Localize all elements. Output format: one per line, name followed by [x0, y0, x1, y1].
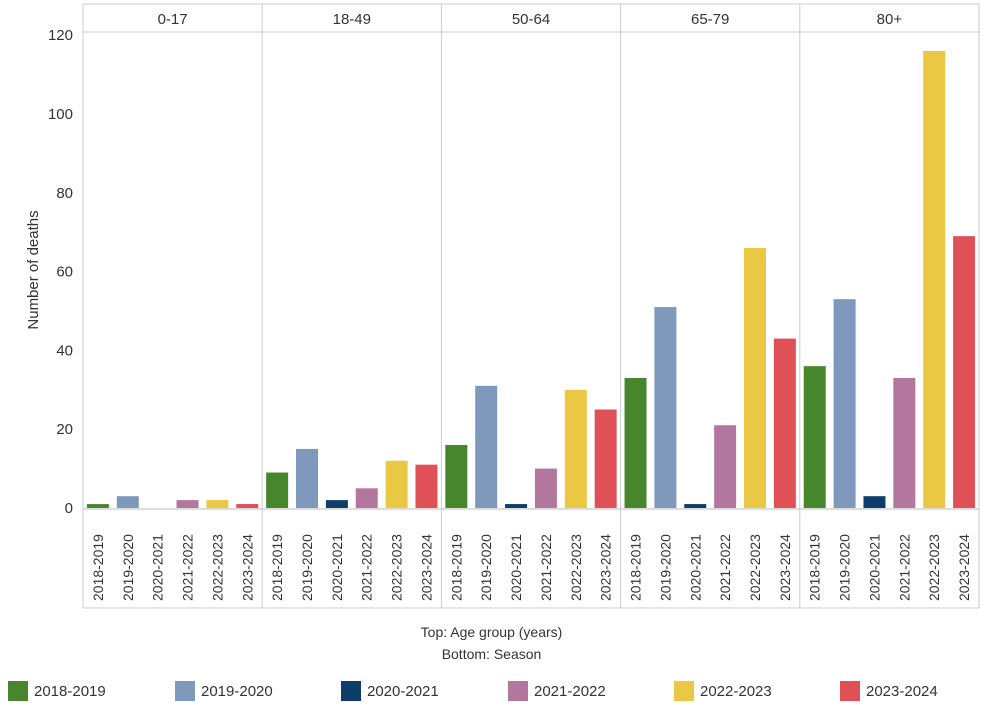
- x-tick-label: 2023-2024: [956, 534, 972, 601]
- bar-18-49-2020-2021: [325, 500, 348, 508]
- x-tick-label: 2018-2019: [807, 534, 823, 601]
- y-axis: 0 20 40 60 80 100 120: [48, 27, 73, 517]
- x-tick-label: 2023-2024: [239, 534, 255, 601]
- y-tick-label: 100: [48, 106, 73, 123]
- panel-header-4: 80+: [877, 11, 903, 28]
- legend-label: 2023-2024: [866, 682, 938, 700]
- panel-header-3: 65-79: [691, 11, 729, 28]
- bar-18-49-2019-2020: [296, 448, 318, 508]
- bar-80+-2019-2020: [833, 299, 856, 508]
- x-tick-label: 2021-2022: [896, 534, 912, 601]
- bar-80+-2021-2022: [893, 377, 916, 508]
- x-tick-label: 2019-2020: [837, 534, 853, 601]
- legend-item: 2020-2021: [341, 680, 439, 702]
- bar-65-79-2020-2021: [684, 504, 707, 508]
- x-tick-label: 2020-2021: [508, 534, 524, 601]
- x-tick-label: 2018-2019: [269, 534, 285, 601]
- x-tick-label: 2020-2021: [329, 534, 345, 601]
- bar-50-64-2021-2022: [534, 468, 557, 508]
- x-tick-labels: 2018-2019 2019-2020 2020-2021 2021-2022 2022…: [90, 534, 972, 601]
- bar-0-17-2018-2019: [86, 504, 109, 508]
- bar-80+-2022-2023: [923, 50, 946, 509]
- x-tick-label: 2021-2022: [538, 534, 554, 601]
- bar-18-49-2022-2023: [385, 460, 408, 508]
- panel-header-2: 50-64: [512, 11, 550, 28]
- x-tick-label: 2020-2021: [687, 534, 703, 601]
- bar-65-79-2019-2020: [654, 307, 677, 508]
- legend-swatch: [674, 681, 694, 701]
- x-tick-label: 2021-2022: [717, 534, 733, 601]
- x-tick-label: 2022-2023: [747, 534, 763, 601]
- x-tick-label: 2019-2020: [299, 534, 315, 601]
- x-tick-label: 2022-2023: [568, 534, 584, 601]
- bar-65-79-2018-2019: [624, 377, 647, 508]
- x-tick-label: 2023-2024: [418, 534, 434, 601]
- panel-frame: [82, 3, 980, 609]
- x-axis-label-top: Top: Age group (years): [420, 624, 563, 640]
- bar-80+-2020-2021: [863, 496, 886, 508]
- bar-50-64-2019-2020: [475, 385, 498, 508]
- x-tick-label: 2018-2019: [448, 534, 464, 601]
- legend-label: 2018-2019: [34, 682, 106, 700]
- y-axis-label: Number of deaths: [25, 210, 42, 329]
- bar-18-49-2021-2022: [355, 488, 378, 508]
- legend-item: 2021-2022: [508, 680, 606, 702]
- x-tick-label: 2023-2024: [777, 534, 793, 601]
- legend-swatch: [840, 681, 860, 701]
- legend-item: 2023-2024: [840, 680, 938, 702]
- y-tick-label: 0: [65, 500, 73, 517]
- x-tick-label: 2020-2021: [150, 534, 166, 601]
- bar-0-17-2022-2023: [206, 500, 229, 508]
- bar-65-79-2022-2023: [744, 247, 766, 508]
- bar-65-79-2021-2022: [714, 425, 737, 508]
- legend-item: 2018-2019: [8, 680, 106, 702]
- bar-50-64-2020-2021: [505, 504, 528, 508]
- legend-label: 2020-2021: [367, 682, 439, 700]
- legend-label: 2019-2020: [201, 682, 273, 700]
- x-tick-label: 2019-2020: [657, 534, 673, 601]
- legend-swatch: [341, 681, 361, 701]
- bar-80+-2023-2024: [953, 236, 976, 508]
- bar-0-17-2023-2024: [236, 504, 259, 508]
- legend: 2018-2019 2019-2020 2020-2021 2021-2022 2022…: [8, 680, 978, 702]
- legend-swatch: [175, 681, 195, 701]
- bars: [86, 50, 976, 509]
- x-tick-label: 2020-2021: [866, 534, 882, 601]
- panel-header-0: 0-17: [158, 11, 188, 28]
- x-tick-label: 2021-2022: [180, 534, 196, 601]
- x-tick-label: 2018-2019: [628, 534, 644, 601]
- panel-header-1: 18-49: [333, 11, 371, 28]
- y-tick-label: 40: [56, 342, 73, 359]
- bar-50-64-2022-2023: [564, 389, 587, 508]
- x-axis-label-bottom: Bottom: Season: [441, 646, 542, 662]
- x-tick-label: 2022-2023: [389, 534, 405, 601]
- x-tick-label: 2018-2019: [90, 534, 106, 601]
- bar-18-49-2018-2019: [266, 472, 289, 508]
- bar-50-64-2018-2019: [445, 444, 468, 508]
- bar-50-64-2023-2024: [594, 409, 617, 508]
- bar-18-49-2023-2024: [415, 464, 438, 508]
- bar-0-17-2021-2022: [176, 500, 199, 508]
- bar-65-79-2023-2024: [773, 338, 796, 508]
- x-tick-label: 2019-2020: [120, 534, 136, 601]
- x-tick-label: 2022-2023: [926, 534, 942, 601]
- legend-swatch: [508, 681, 528, 701]
- y-tick-label: 80: [56, 185, 73, 202]
- bar-80+-2018-2019: [803, 366, 826, 508]
- legend-item: 2019-2020: [175, 680, 273, 702]
- bar-0-17-2019-2020: [116, 496, 139, 508]
- x-tick-label: 2023-2024: [598, 534, 614, 601]
- x-tick-label: 2021-2022: [359, 534, 375, 601]
- y-tick-label: 60: [56, 264, 73, 281]
- panel-headers: 0-17 18-49 50-64 65-79 80+: [158, 11, 903, 28]
- legend-swatch: [8, 681, 28, 701]
- y-tick-label: 120: [48, 27, 73, 44]
- y-tick-label: 20: [56, 421, 73, 438]
- x-tick-label: 2019-2020: [478, 534, 494, 601]
- legend-label: 2022-2023: [700, 682, 772, 700]
- x-tick-label: 2022-2023: [209, 534, 225, 601]
- legend-label: 2021-2022: [534, 682, 606, 700]
- legend-item: 2022-2023: [674, 680, 772, 702]
